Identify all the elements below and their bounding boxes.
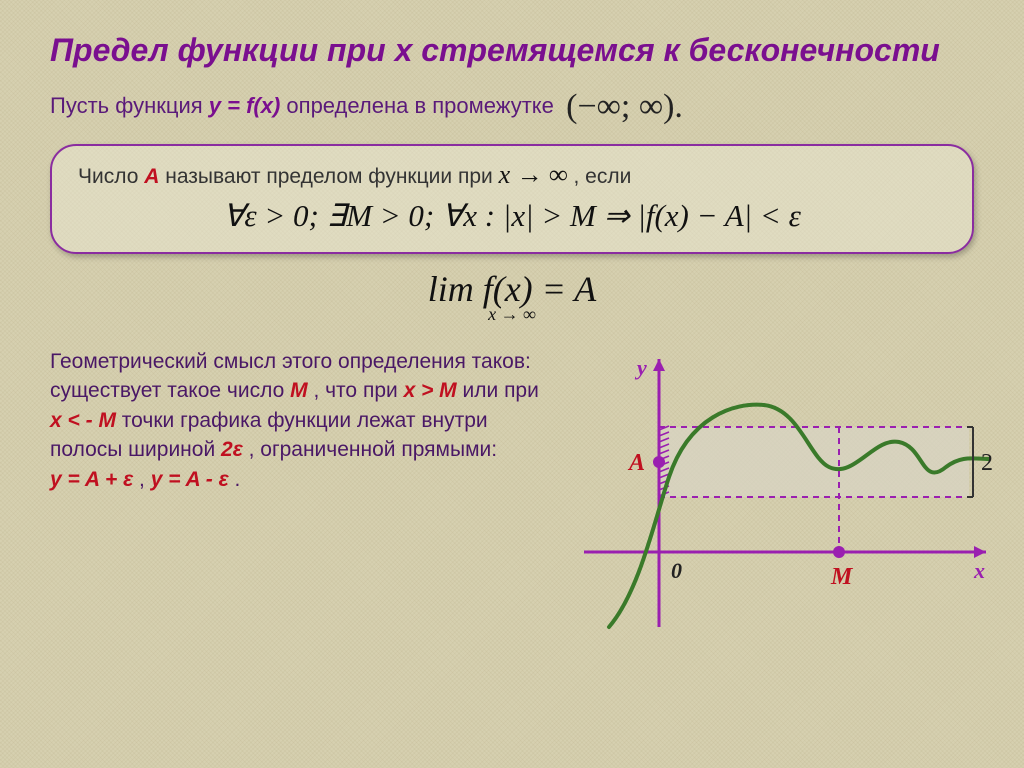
def-A: А (144, 165, 159, 188)
svg-text:x: x (973, 558, 985, 583)
svg-text:M: M (830, 564, 854, 590)
def-xinf: x → ∞ (499, 160, 568, 189)
epsilon-formula: ∀ε > 0; ∃M > 0; ∀x : |x| > M ⇒ |f(x) − A… (78, 198, 946, 234)
svg-text:y: y (634, 355, 647, 380)
graph-svg: y x A 0 M 2ε (574, 347, 994, 637)
graph: y x A 0 M 2ε (574, 347, 994, 642)
intro-interval: (−∞; ∞). (566, 88, 683, 125)
intro-fn: y = f(x) (209, 93, 281, 118)
svg-text:0: 0 (671, 558, 682, 583)
svg-text:A: A (627, 450, 645, 476)
intro-prefix: Пусть функция (50, 93, 209, 118)
svg-text:2ε: 2ε (981, 450, 994, 476)
intro-text: Пусть функция y = f(x) определена в пром… (50, 88, 974, 126)
geometric-meaning: Геометрический смысл этого определения т… (50, 347, 550, 642)
definition-box: Число А называют пределом функции при x … (50, 144, 974, 254)
intro-suffix: определена в промежутке (286, 93, 560, 118)
limit-expression: lim f(x) = A x → ∞ (50, 268, 974, 325)
definition-line: Число А называют пределом функции при x … (78, 160, 946, 190)
slide-title: Предел функции при х стремящемся к беско… (50, 30, 974, 70)
